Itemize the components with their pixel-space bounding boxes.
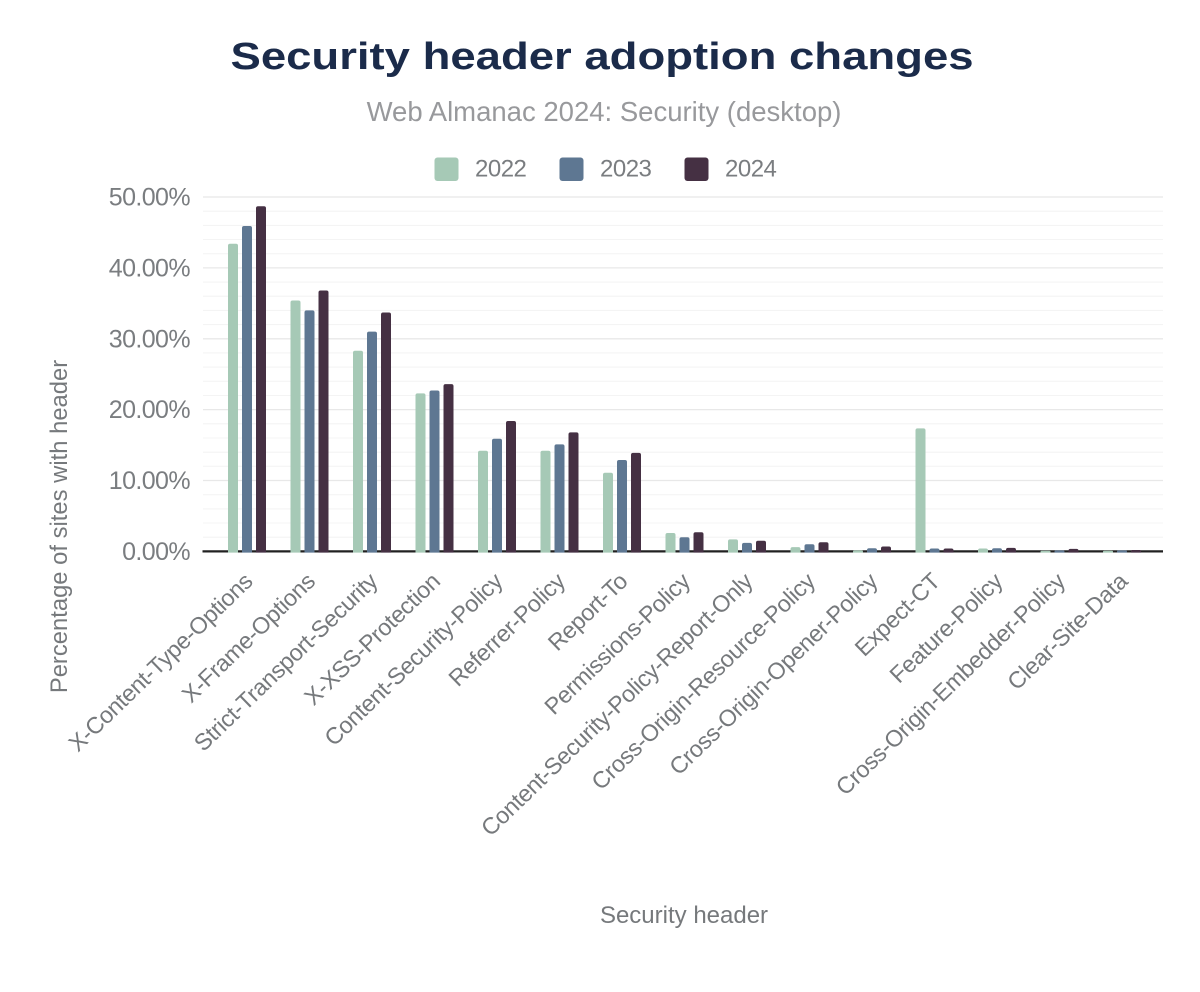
svg-text:2023: 2023 — [600, 156, 652, 183]
svg-text:50.00%: 50.00% — [109, 184, 191, 212]
svg-text:0.00%: 0.00% — [122, 538, 190, 566]
svg-text:30.00%: 30.00% — [109, 325, 191, 353]
svg-text:Percentage of sites with heade: Percentage of sites with header — [46, 360, 73, 693]
svg-text:Security header: Security header — [600, 902, 768, 929]
svg-text:40.00%: 40.00% — [109, 254, 191, 282]
svg-text:2022: 2022 — [475, 156, 527, 183]
svg-text:Security header adoption chang: Security header adoption changes — [230, 35, 973, 78]
svg-text:2024: 2024 — [725, 156, 777, 183]
svg-text:10.00%: 10.00% — [109, 467, 191, 495]
svg-text:20.00%: 20.00% — [109, 396, 191, 424]
svg-text:Web Almanac 2024: Security (de: Web Almanac 2024: Security (desktop) — [367, 96, 842, 127]
